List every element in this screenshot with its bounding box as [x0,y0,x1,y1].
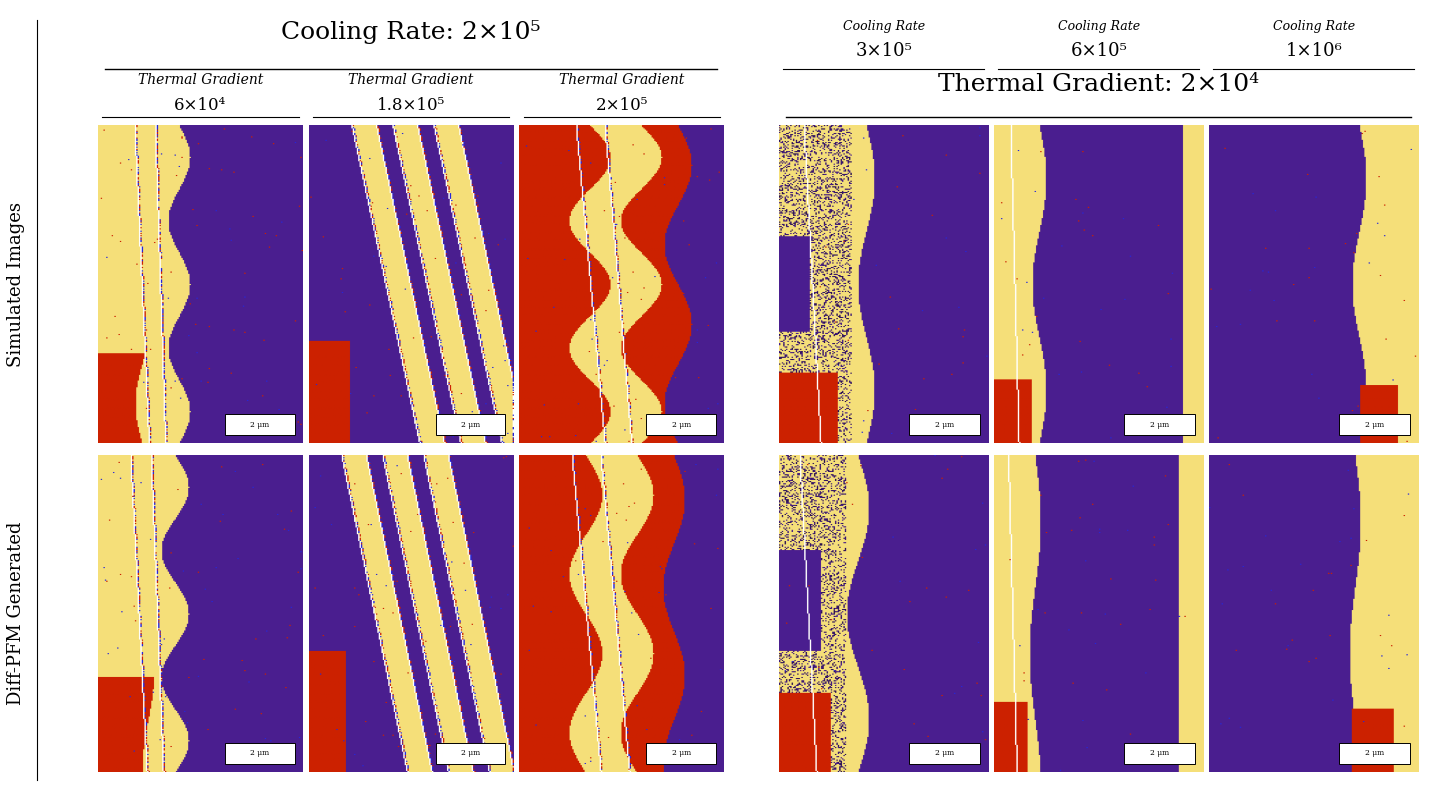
FancyBboxPatch shape [1339,415,1410,435]
Text: Thermal Gradient: Thermal Gradient [138,73,264,86]
Text: Thermal Gradient: Thermal Gradient [559,73,684,86]
FancyBboxPatch shape [436,415,505,435]
Text: 2 μm: 2 μm [251,750,269,757]
Text: 2 μm: 2 μm [1365,750,1384,757]
Text: Cooling Rate: Cooling Rate [1273,20,1355,33]
Text: 2×10⁵: 2×10⁵ [596,97,648,114]
FancyBboxPatch shape [647,743,716,764]
Text: 1.8×10⁵: 1.8×10⁵ [377,97,445,114]
Text: 6×10⁵: 6×10⁵ [1070,42,1128,60]
Text: 6×10⁴: 6×10⁴ [174,97,226,114]
FancyBboxPatch shape [225,743,295,764]
FancyBboxPatch shape [1123,743,1195,764]
Text: 2 μm: 2 μm [671,750,691,757]
FancyBboxPatch shape [436,743,505,764]
Text: Diff-PFM Generated: Diff-PFM Generated [7,521,26,705]
Text: 2 μm: 2 μm [461,420,480,428]
Text: Cooling Rate: Cooling Rate [1057,20,1140,33]
FancyBboxPatch shape [909,415,981,435]
Text: Thermal Gradient: 2×10⁴: Thermal Gradient: 2×10⁴ [937,73,1260,95]
FancyBboxPatch shape [647,415,716,435]
Text: 1×10⁶: 1×10⁶ [1286,42,1342,60]
Text: 2 μm: 2 μm [1149,420,1169,428]
Text: 3×10⁵: 3×10⁵ [855,42,912,60]
FancyBboxPatch shape [1339,743,1410,764]
FancyBboxPatch shape [1123,415,1195,435]
Text: 2 μm: 2 μm [935,750,953,757]
Text: 2 μm: 2 μm [1149,750,1169,757]
Text: Thermal Gradient: Thermal Gradient [348,73,474,86]
FancyBboxPatch shape [225,415,295,435]
Text: Simulated Images: Simulated Images [7,201,26,367]
Text: Cooling Rate: 2×10⁵: Cooling Rate: 2×10⁵ [281,20,541,44]
Text: 2 μm: 2 μm [461,750,480,757]
Text: Cooling Rate: Cooling Rate [842,20,924,33]
Text: 2 μm: 2 μm [1365,420,1384,428]
Text: 2 μm: 2 μm [251,420,269,428]
FancyBboxPatch shape [909,743,981,764]
Text: 2 μm: 2 μm [671,420,691,428]
Text: 2 μm: 2 μm [935,420,953,428]
